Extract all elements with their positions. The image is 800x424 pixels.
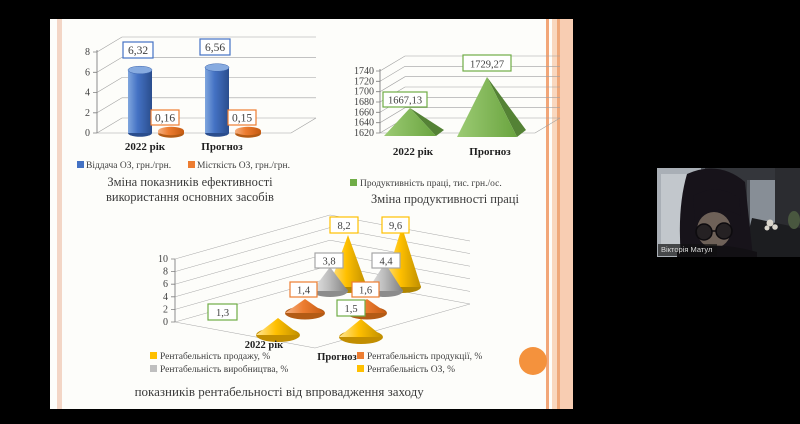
value-label: 6,32 — [128, 45, 148, 57]
category-label-prognoz: Прогноз — [469, 146, 511, 158]
value-label: 6,56 — [205, 42, 225, 54]
y-axis-ticks — [376, 70, 380, 134]
legend: Продуктивність праці, тис. грн./ос. — [350, 179, 502, 189]
bar-viddacha-prognoz — [204, 63, 230, 137]
value-label: 1,6 — [359, 286, 372, 297]
legend-swatch-vyrobnytstvo — [150, 365, 157, 372]
legend: Рентабельність продажу, % Рентабельність… — [150, 351, 482, 375]
legend-swatch-mistkist — [188, 161, 195, 168]
slide-right-stripe-light — [552, 19, 557, 409]
y-tick-label: 1680 — [354, 97, 374, 108]
value-label: 0,15 — [232, 113, 252, 125]
value-label-boxes: 1667,13 1729,27 — [382, 54, 512, 108]
value-label: 1,4 — [297, 286, 311, 297]
participant-video-frame — [657, 168, 800, 257]
slide-right-stripe-dark — [557, 19, 560, 409]
y-tick-label: 1720 — [354, 76, 374, 87]
value-label: 1729,27 — [470, 60, 504, 71]
slide-right-stripe-band — [560, 19, 573, 409]
glasses — [695, 222, 733, 241]
legend-swatch-prodazh — [150, 352, 157, 359]
y-tick-label: 4 — [85, 88, 90, 99]
bar-mistkist-prognoz — [235, 126, 261, 138]
flower — [764, 219, 778, 231]
participant-video-tile[interactable]: Вікторія Матул — [657, 168, 800, 257]
cone-produktsiya-2022 — [285, 299, 325, 320]
shared-presentation-slide: 8 6 4 2 0 6,32 6,56 — [50, 19, 573, 409]
chart-title-line1: Зміна показників ефективності — [107, 175, 273, 189]
value-label: 1667,13 — [388, 96, 422, 107]
chair — [742, 218, 800, 257]
legend-label-productivity: Продуктивність праці, тис. грн./ос. — [360, 179, 502, 189]
gridlines — [96, 36, 317, 134]
category-label-2022: 2022 рік — [125, 141, 166, 153]
value-label: 1,5 — [344, 304, 357, 315]
y-tick-label: 6 — [163, 279, 168, 290]
value-label-boxes: 6,32 6,56 0,16 0,15 — [122, 38, 257, 126]
legend-label-prodazh: Рентабельність продажу, % — [160, 351, 270, 362]
slide-accent-circle — [519, 347, 547, 375]
chart-title: Зміна продуктивності праці — [371, 192, 519, 206]
bar-viddacha-2022 — [127, 65, 153, 137]
pyramid-chart-productivity: 1740 1720 1700 1680 1660 1640 1620 1667,… — [350, 54, 561, 206]
chart-title: Зміна показників рентабельності від впро… — [135, 384, 424, 399]
category-label-2022: 2022 рік — [245, 340, 284, 351]
bar-mistkist-2022 — [158, 126, 184, 138]
y-tick-label: 1620 — [354, 128, 374, 139]
value-label-boxes: 8,2 9,6 3,8 4,4 1,4 1,6 1,3 1,5 — [207, 216, 410, 321]
pyramid-prognoz — [457, 77, 526, 137]
y-tick-label: 2 — [85, 108, 90, 119]
category-label-2022: 2022 рік — [393, 146, 434, 158]
legend-swatch-viddacha — [77, 161, 84, 168]
y-tick-label: 6 — [85, 67, 90, 78]
participant-name-badge: Вікторія Матул — [658, 244, 718, 256]
y-tick-label: 1660 — [354, 107, 374, 118]
y-axis-ticks — [171, 258, 175, 323]
category-label-prognoz: Прогноз — [317, 352, 357, 363]
cone-chart-profitability: 10 8 6 4 2 0 — [135, 214, 482, 399]
legend-label-produktsiya: Рентабельність продукції, % — [367, 351, 482, 362]
category-label-prognoz: Прогноз — [201, 141, 243, 153]
value-label: 1,3 — [216, 308, 229, 319]
value-label: 8,2 — [337, 221, 350, 232]
cone-prodazh-prognoz — [339, 319, 383, 344]
y-tick-label: 0 — [85, 128, 90, 139]
cone-prodazh-2022 — [256, 318, 300, 342]
value-label: 3,8 — [322, 257, 335, 268]
chart-title-line2: використання основних засобів — [106, 190, 274, 204]
legend-label-oz: Рентабельність ОЗ, % — [367, 364, 455, 375]
y-axis-ticks — [93, 51, 97, 134]
value-label: 9,6 — [389, 221, 402, 232]
y-tick-label: 8 — [85, 47, 90, 58]
y-tick-label: 0 — [163, 317, 168, 328]
slide-right-accent-line — [546, 19, 549, 409]
slide-left-accent-stripe — [57, 19, 62, 409]
y-tick-label: 1700 — [354, 87, 374, 98]
y-tick-label: 1740 — [354, 66, 374, 77]
legend-label-viddacha: Віддача ОЗ, грн./грн. — [86, 161, 171, 171]
y-tick-label: 8 — [163, 267, 168, 278]
legend: Віддача ОЗ, грн./грн. Місткість ОЗ, грн.… — [77, 161, 290, 171]
legend-swatch-produktsiya — [357, 352, 364, 359]
legend-swatch-productivity — [350, 179, 357, 186]
bar-chart-efficiency: 8 6 4 2 0 6,32 6,56 — [77, 36, 317, 204]
value-label: 4,4 — [379, 257, 393, 268]
y-tick-label: 10 — [158, 254, 168, 265]
value-label: 0,16 — [155, 113, 175, 125]
y-tick-label: 1640 — [354, 118, 374, 129]
cone-vyrobnytstvo-2022 — [312, 267, 348, 297]
legend-swatch-oz — [357, 365, 364, 372]
pyramid-2022 — [384, 108, 444, 136]
legend-label-mistkist: Місткість ОЗ, грн./грн. — [197, 161, 290, 171]
plant — [788, 211, 800, 229]
legend-label-vyrobnytstvo: Рентабельність виробництва, % — [160, 364, 288, 375]
y-tick-label: 4 — [163, 292, 168, 303]
y-tick-label: 2 — [163, 304, 168, 315]
